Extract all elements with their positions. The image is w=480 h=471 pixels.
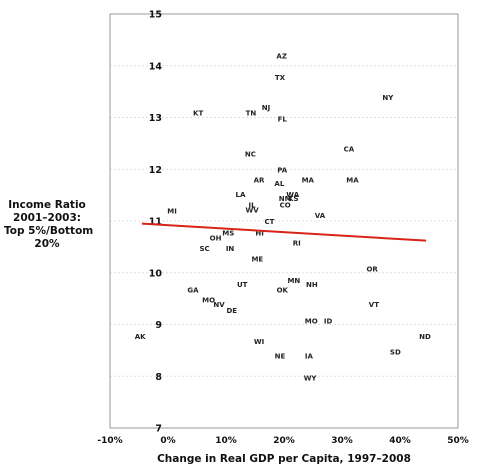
data-point: AR (254, 177, 265, 185)
data-point: IL (249, 201, 257, 209)
data-point: NH (306, 281, 318, 289)
y-tick-label: 11 (149, 217, 162, 228)
y-tick-label: 12 (149, 165, 162, 176)
y-axis-label-line: 20% (34, 238, 60, 250)
data-point: CT (265, 218, 275, 226)
data-point: ID (324, 317, 333, 325)
data-point: NC (245, 151, 256, 159)
trend-line (141, 222, 427, 242)
data-point: RI (293, 240, 301, 248)
data-point: WV (246, 207, 260, 215)
data-point: AZ (276, 52, 287, 60)
x-tick-label: 50% (447, 436, 469, 446)
data-point: GA (187, 286, 199, 294)
data-point: UT (237, 281, 248, 289)
data-point: TX (275, 74, 286, 82)
y-tick-label: 10 (149, 268, 163, 279)
data-point: KS (288, 195, 298, 203)
data-point: NJ (262, 104, 270, 112)
data-point: AK (135, 333, 146, 341)
y-tick-label: 14 (149, 61, 163, 72)
x-tick-label: 20% (273, 436, 295, 446)
data-point: VA (315, 212, 326, 220)
data-point: SD (390, 348, 401, 356)
x-tick-label: 40% (389, 436, 411, 446)
data-point: TN (246, 109, 257, 117)
data-point: MS (222, 229, 234, 237)
data-point: MO (202, 297, 215, 305)
data-point: SC (199, 245, 209, 253)
y-axis-label-line: 2001–2003: (13, 212, 81, 224)
data-point: IN (226, 245, 235, 253)
data-point: WI (254, 338, 264, 346)
data-point: ME (251, 255, 263, 263)
data-point: WY (304, 374, 318, 382)
y-axis-label-line: Top 5%/Bottom (4, 225, 94, 237)
data-point: VT (369, 301, 379, 309)
data-point: PA (277, 166, 287, 174)
y-tick-label: 9 (155, 320, 162, 331)
data-point: OH (210, 235, 222, 243)
data-point: NE (275, 353, 286, 361)
data-point: MN (287, 277, 300, 285)
data-point: AL (274, 180, 284, 188)
data-point: HI (255, 229, 263, 237)
x-tick-label: -10% (97, 436, 122, 446)
y-tick-label: 7 (155, 424, 162, 435)
data-point: KT (193, 109, 203, 117)
data-point: MI (167, 208, 177, 216)
y-axis-tick-labels: 7 8 9 10 11 12 13 14 15 (149, 10, 163, 435)
data-point: LA (236, 191, 246, 199)
data-point: MA (302, 177, 315, 185)
data-point: NM (279, 195, 292, 203)
data-point: FL (278, 116, 288, 124)
data-point: DE (227, 307, 238, 315)
x-axis-label: Change in Real GDP per Capita, 1997–2008 (157, 453, 411, 465)
x-axis-tick-labels: -10% 0% 10% 20% 30% 40% 50% (97, 436, 468, 446)
x-tick-label: 10% (215, 436, 237, 446)
y-tick-label: 15 (149, 10, 162, 21)
y-axis-label: Income Ratio 2001–2003: Top 5%/Bottom 20% (4, 199, 94, 251)
y-tick-label: 8 (155, 372, 162, 383)
data-point: ND (419, 333, 431, 341)
data-point: OK (277, 286, 289, 294)
data-point: NV (213, 301, 225, 309)
y-tick-label: 13 (149, 113, 162, 124)
x-tick-label: 30% (331, 436, 353, 446)
plot-frame (109, 13, 459, 429)
y-axis-label-line: Income Ratio (8, 199, 86, 211)
data-point: WA (286, 191, 299, 199)
x-tick-label: 0% (160, 436, 175, 446)
data-point: IA (305, 353, 314, 361)
data-point: NY (382, 94, 394, 102)
data-point: MO (305, 317, 318, 325)
data-point: CO (280, 201, 291, 209)
data-point: OR (366, 266, 378, 274)
data-point: MA (346, 177, 359, 185)
data-point: CA (344, 146, 355, 154)
